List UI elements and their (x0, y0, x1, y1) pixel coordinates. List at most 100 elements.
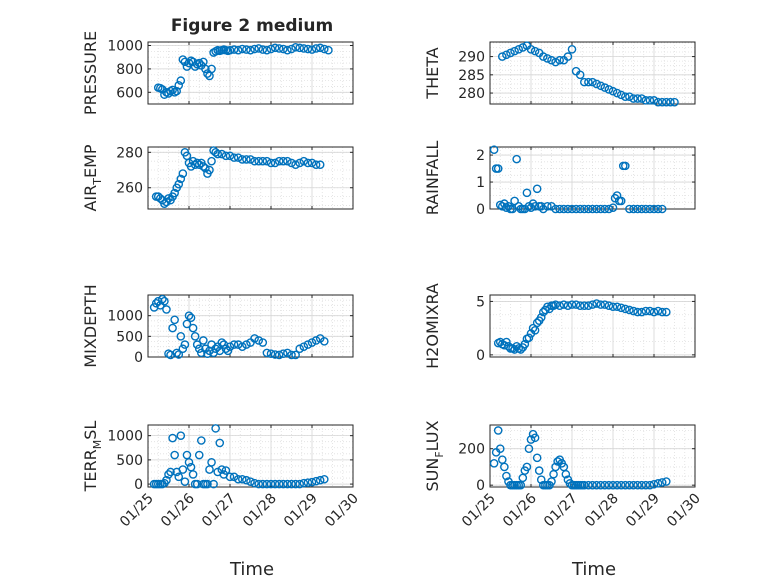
data-point (588, 480, 597, 490)
data-point (299, 478, 309, 488)
data-point (176, 174, 186, 184)
y-tick-label: 280 (116, 145, 143, 161)
data-point (662, 97, 671, 107)
y-tick-label: 0 (134, 350, 143, 366)
subplot-pressure: 600 800 1000 PRESSURE (81, 31, 354, 115)
data-point (233, 474, 243, 484)
data-point (530, 202, 540, 211)
y-axis-label: RAINFALL (423, 141, 442, 216)
data-point (588, 204, 597, 214)
data-point (518, 43, 528, 52)
subplot-mixdepth: 0 500 1000 MIXDEPTH (81, 284, 354, 368)
data-point (283, 45, 292, 55)
data-point (641, 480, 651, 490)
subplot-rainfall: 0 1 2 RAINFALL (423, 141, 696, 218)
data-point (270, 350, 280, 359)
data-point (303, 478, 313, 487)
data-point (223, 346, 233, 356)
data-point (539, 52, 548, 61)
data-point (616, 480, 626, 490)
data-point (621, 304, 630, 314)
data-point (551, 57, 560, 67)
data-point (526, 203, 536, 212)
data-point (199, 336, 208, 345)
data-point (311, 44, 321, 53)
data-point (543, 54, 552, 63)
data-point (536, 475, 546, 485)
data-point (225, 45, 235, 55)
data-point (637, 94, 647, 103)
data-point (641, 204, 651, 214)
data-point (180, 477, 190, 486)
data-point (311, 336, 321, 345)
data-point (530, 46, 540, 56)
data-point (237, 474, 247, 484)
y-axis-label-part: PRESSURE (81, 31, 100, 115)
data-point (551, 204, 560, 214)
y-axis-label: MIXDEPTH (81, 284, 100, 367)
data-point (299, 342, 309, 351)
data-point (510, 196, 519, 206)
data-point (274, 350, 284, 360)
data-point (174, 350, 184, 359)
data-point (225, 472, 235, 482)
data-point (612, 88, 622, 98)
data-point (592, 204, 601, 214)
y-tick-label: 0 (476, 202, 485, 218)
data-point (596, 300, 606, 309)
data-point (621, 92, 630, 102)
data-point (170, 188, 179, 198)
data-point (168, 85, 177, 95)
data-point (584, 301, 593, 310)
y-tick-label: 260 (116, 181, 143, 197)
data-point (637, 480, 647, 490)
data-point (162, 305, 171, 314)
data-point (250, 156, 259, 166)
data-point (246, 155, 255, 164)
data-point (287, 350, 296, 360)
y-axis-label: SUNFLUX (423, 420, 446, 491)
data-point (246, 477, 255, 486)
data-point (575, 204, 585, 214)
data-point (502, 50, 511, 60)
data-point (283, 479, 292, 489)
y-axis-label: TERRMSL (81, 421, 104, 493)
data-point (194, 160, 204, 170)
data-point (649, 307, 659, 317)
data-point (307, 158, 317, 168)
data-point (612, 480, 622, 490)
y-axis-label-subscript: T (91, 178, 104, 186)
data-point (604, 480, 614, 490)
data-point (629, 306, 638, 316)
data-point (274, 44, 284, 53)
data-point (608, 203, 618, 212)
data-point (584, 204, 593, 214)
axes-frame (489, 294, 696, 358)
data-point (291, 42, 300, 52)
data-point (657, 307, 667, 317)
data-point (295, 479, 305, 489)
data-point (201, 344, 210, 354)
data-point (657, 478, 667, 487)
data-point (194, 450, 204, 460)
data-point (516, 345, 526, 354)
data-point (225, 342, 235, 351)
data-point (625, 92, 634, 102)
data-point (512, 154, 521, 164)
data-point (584, 480, 593, 490)
axes-frame (147, 146, 354, 210)
data-point (311, 476, 321, 486)
data-point (174, 179, 184, 189)
data-point (217, 338, 227, 347)
data-point (266, 349, 276, 358)
data-point (160, 296, 169, 306)
data-point (649, 96, 659, 105)
data-point (278, 44, 288, 54)
data-point (633, 307, 642, 317)
data-point (184, 311, 194, 320)
data-point (250, 44, 259, 54)
data-point (588, 300, 597, 309)
data-point (596, 204, 606, 214)
y-tick-label: 0 (476, 478, 485, 494)
data-point (621, 480, 630, 490)
